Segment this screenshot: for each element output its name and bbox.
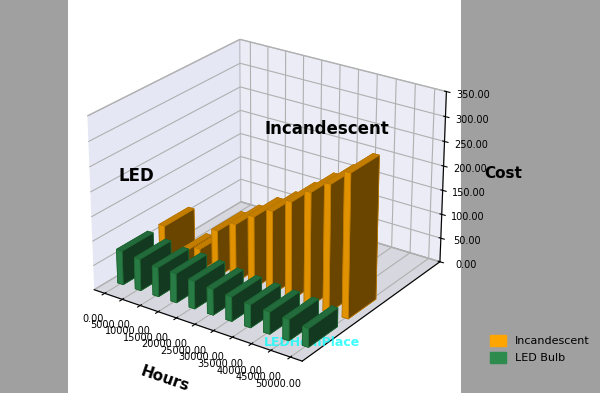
Text: LED: LED [119, 167, 154, 185]
Text: Incandescent: Incandescent [264, 119, 389, 138]
X-axis label: Hours: Hours [138, 363, 191, 393]
Legend: Incandescent, LED Bulb: Incandescent, LED Bulb [485, 331, 595, 368]
Text: LEDHomPlace: LEDHomPlace [264, 336, 360, 349]
